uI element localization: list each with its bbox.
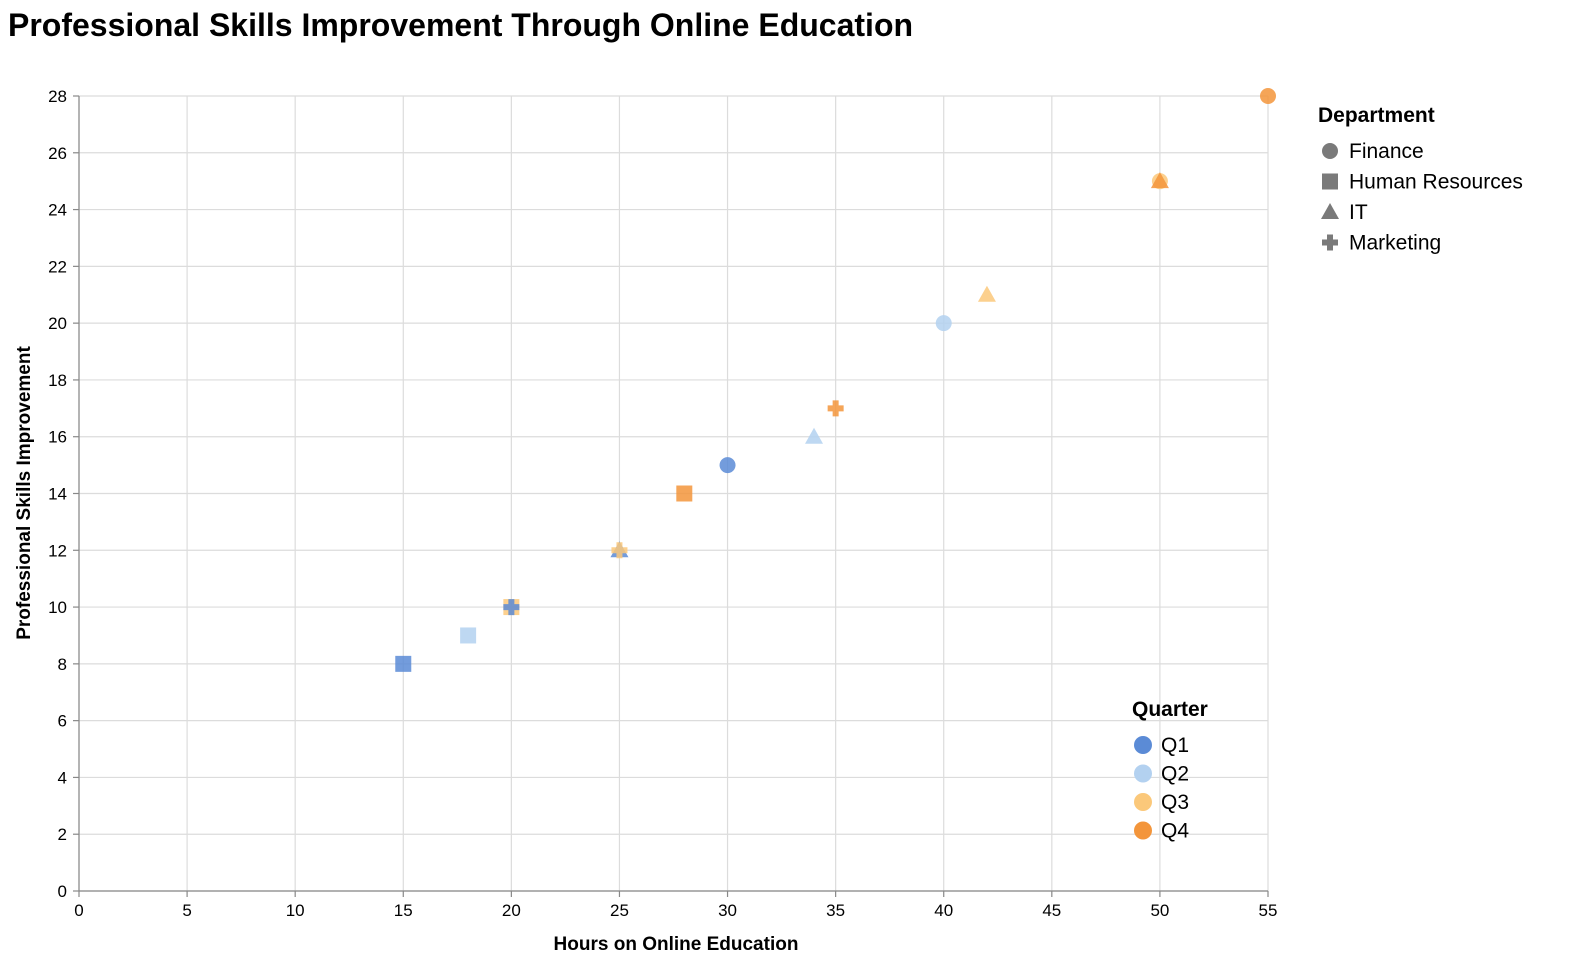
- y-tick-label: 28: [48, 87, 67, 106]
- x-tick-label: 35: [826, 901, 845, 920]
- axes: 0 5 10 15 20 25 30 35 40 45 50 55024681012141618202…: [48, 87, 1277, 920]
- y-tick-label: 8: [58, 655, 67, 674]
- x-tick-label: 45: [1042, 901, 1061, 920]
- department-legend: Department Finance Human Resources IT Marke…: [1318, 104, 1523, 255]
- x-tick-label: 0: [74, 901, 83, 920]
- x-tick-label: 55: [1259, 901, 1278, 920]
- y-tick-label: 12: [48, 541, 67, 560]
- grid: [78, 95, 1269, 892]
- department-legend-label: Marketing: [1349, 232, 1441, 255]
- data-point: [805, 427, 824, 444]
- data-point: [460, 627, 477, 644]
- x-tick-label: 30: [718, 901, 737, 920]
- data-points: [395, 88, 1276, 672]
- x-tick-label: 15: [394, 901, 413, 920]
- department-legend-title: Department: [1318, 104, 1435, 127]
- department-legend-label: Human Resources: [1349, 171, 1523, 194]
- department-legend-label: Finance: [1349, 140, 1424, 163]
- x-tick-label: 10: [286, 901, 305, 920]
- x-tick-label: 20: [502, 901, 521, 920]
- quarter-legend-title: Quarter: [1132, 698, 1208, 721]
- legend-symbol-square: [1322, 173, 1338, 190]
- quarter-legend-label: Q3: [1161, 791, 1189, 814]
- quarter-legend-label: Q1: [1161, 734, 1189, 757]
- quarter-legend-label: Q2: [1161, 763, 1189, 786]
- y-tick-label: 18: [48, 371, 67, 390]
- data-point: [395, 655, 412, 672]
- department-legend-label: IT: [1349, 201, 1368, 224]
- data-point: [1150, 172, 1169, 189]
- quarter-legend-swatch: [1134, 736, 1152, 754]
- y-tick-label: 6: [58, 712, 67, 731]
- x-tick-label: 25: [610, 901, 629, 920]
- data-point: [719, 457, 736, 474]
- legend-symbol-circle: [1322, 143, 1338, 159]
- y-tick-label: 22: [48, 257, 67, 276]
- quarter-legend-swatch: [1134, 821, 1152, 840]
- y-tick-label: 4: [58, 768, 67, 787]
- data-point: [1260, 88, 1276, 104]
- quarter-legend-swatch: [1134, 793, 1152, 811]
- y-tick-label: 16: [48, 428, 67, 447]
- y-tick-label: 26: [48, 144, 67, 163]
- chart-title: Professional Skills Improvement Through …: [8, 7, 913, 43]
- data-point: [611, 542, 628, 559]
- data-point: [676, 485, 693, 502]
- data-point: [503, 599, 520, 616]
- y-tick-label: 14: [48, 485, 67, 504]
- data-point: [977, 285, 996, 302]
- y-tick-label: 0: [58, 882, 67, 901]
- quarter-legend-label: Q4: [1161, 820, 1189, 843]
- y-tick-label: 2: [58, 825, 67, 844]
- legend-symbol-cross: [1322, 234, 1338, 251]
- quarter-legend-swatch: [1134, 764, 1152, 783]
- data-point: [935, 315, 952, 332]
- y-tick-label: 20: [48, 314, 67, 333]
- x-tick-label: 40: [934, 901, 953, 920]
- y-axis-title: Professional Skills Improvement: [14, 346, 35, 640]
- legend-symbol-triangle: [1321, 203, 1339, 219]
- x-tick-label: 5: [182, 901, 191, 920]
- data-point: [827, 400, 844, 417]
- x-tick-label: 50: [1150, 901, 1169, 920]
- quarter-legend: Quarter Q1 Q2 Q3 Q4: [1132, 698, 1208, 843]
- x-axis-title: Hours on Online Education: [554, 934, 799, 955]
- y-tick-label: 10: [48, 598, 67, 617]
- y-tick-label: 24: [48, 201, 67, 220]
